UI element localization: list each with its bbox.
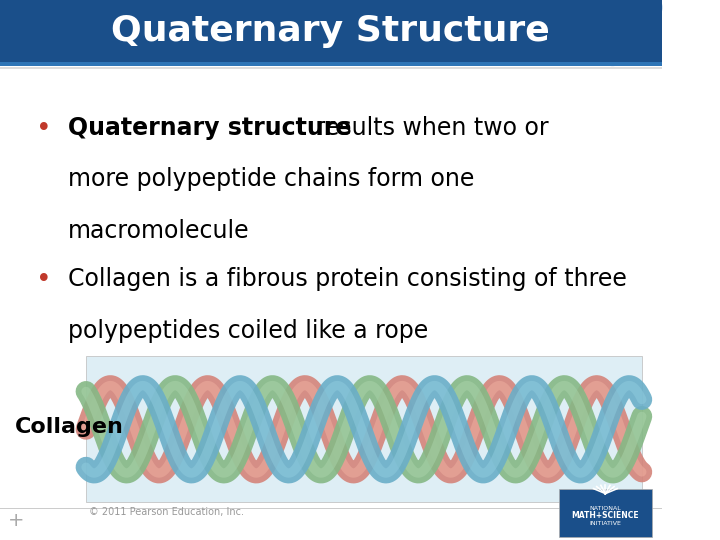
Bar xyxy=(86,356,642,502)
Text: Collagen: Collagen xyxy=(14,416,123,437)
Bar xyxy=(0,62,662,66)
Text: •: • xyxy=(37,116,52,142)
Bar xyxy=(0,0,662,62)
Text: polypeptides coiled like a rope: polypeptides coiled like a rope xyxy=(68,319,428,342)
Text: NATIONAL: NATIONAL xyxy=(590,506,621,511)
Bar xyxy=(559,489,652,537)
Text: +: + xyxy=(9,511,24,530)
Text: INITIATIVE: INITIATIVE xyxy=(590,521,621,526)
Bar xyxy=(0,68,662,69)
Bar xyxy=(0,508,662,509)
Text: macromolecule: macromolecule xyxy=(68,219,250,242)
Text: Collagen is a fibrous protein consisting of three: Collagen is a fibrous protein consisting… xyxy=(68,267,627,291)
Text: MATH+SCIENCE: MATH+SCIENCE xyxy=(572,511,639,520)
Text: more polypeptide chains form one: more polypeptide chains form one xyxy=(68,167,474,191)
Text: © 2011 Pearson Education, Inc.: © 2011 Pearson Education, Inc. xyxy=(89,507,244,517)
Text: Quaternary Structure: Quaternary Structure xyxy=(112,14,550,48)
Text: Quaternary structure: Quaternary structure xyxy=(68,116,351,140)
Text: •: • xyxy=(37,267,52,293)
Text: results when two or: results when two or xyxy=(307,116,549,140)
